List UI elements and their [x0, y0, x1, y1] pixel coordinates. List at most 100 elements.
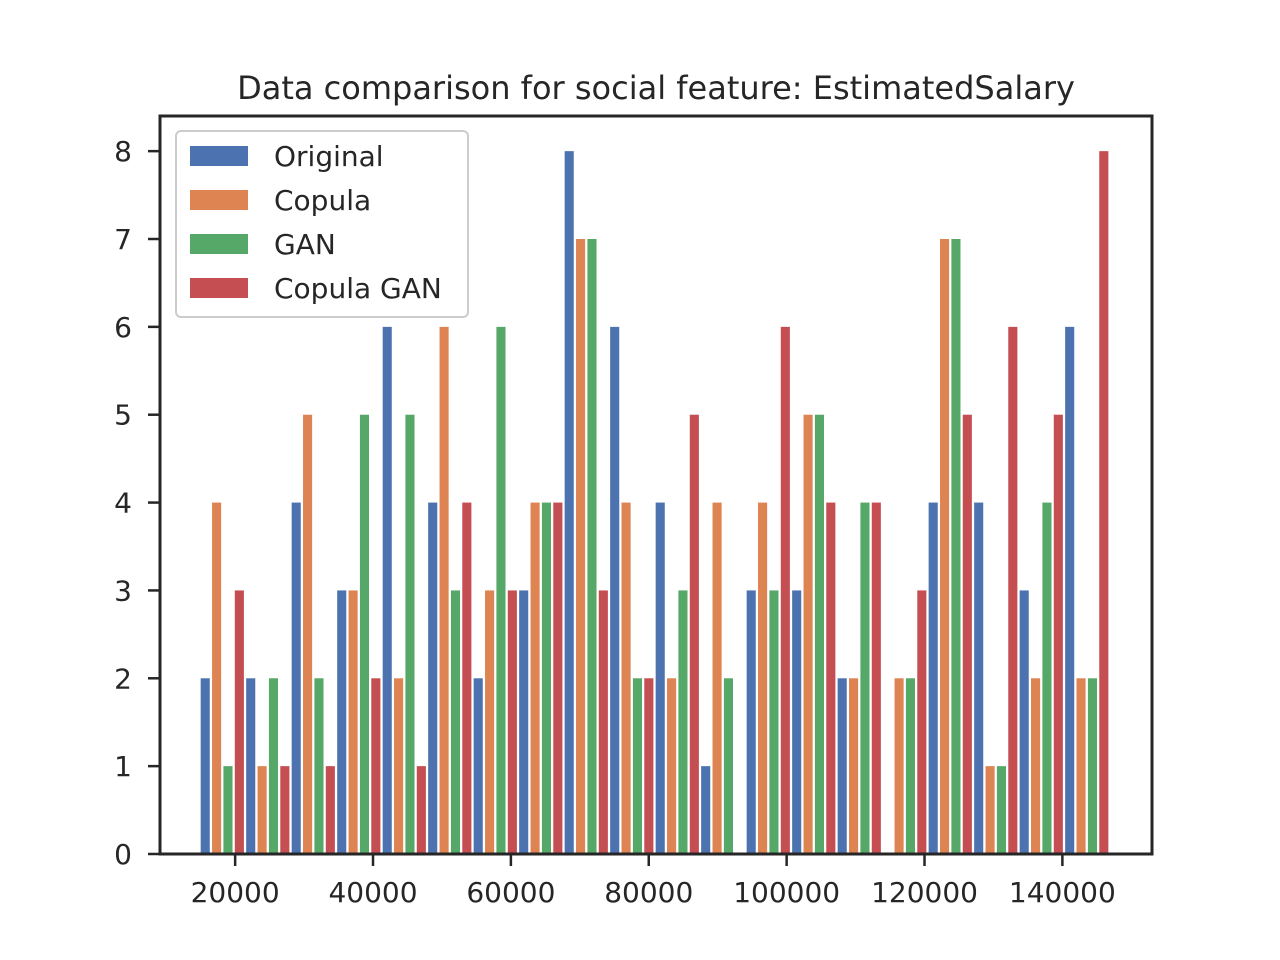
y-tick-label: 5	[114, 399, 132, 432]
bar-gan-9	[632, 678, 643, 854]
bar-gan-16	[951, 239, 961, 854]
bar-gan-8	[587, 239, 597, 854]
x-axis: 20000 40000 60000 80000 100000 120000 140000	[191, 854, 1116, 909]
bar-gan-11	[723, 678, 733, 854]
bar-copula-gan-2	[325, 766, 335, 854]
bar-copula-11	[712, 502, 722, 854]
legend-label-original: Original	[274, 140, 384, 173]
bar-copula-gan-10	[689, 414, 699, 854]
bar-copula-gan-19	[1099, 151, 1109, 854]
y-tick-label: 0	[114, 838, 132, 871]
x-tick-label: 80000	[604, 876, 693, 909]
bar-copula-19	[1076, 678, 1086, 854]
bar-gan-18	[1042, 502, 1052, 854]
bar-gan-13	[814, 414, 824, 854]
bar-original-7	[519, 590, 529, 854]
bar-original-1	[246, 678, 256, 854]
bar-original-17	[974, 502, 984, 854]
bar-original-19	[1065, 326, 1075, 854]
bar-copula-3	[348, 590, 358, 854]
bar-original-13	[792, 590, 802, 854]
y-tick-label: 3	[114, 574, 132, 607]
bar-copula-14	[849, 678, 859, 854]
bar-copula-gan-15	[917, 590, 927, 854]
bar-original-11	[701, 766, 711, 854]
x-tick-label: 120000	[871, 876, 978, 909]
bar-copula-16	[940, 239, 950, 854]
bar-copula-15	[894, 678, 904, 854]
bar-copula-gan-6	[507, 590, 517, 854]
bars-layer	[200, 151, 1109, 854]
bar-copula-9	[621, 502, 631, 854]
bar-gan-7	[541, 502, 552, 854]
bar-gan-5	[450, 590, 461, 854]
bar-gan-14	[860, 502, 870, 854]
bar-gan-2	[314, 678, 324, 854]
bar-copula-13	[803, 414, 813, 854]
y-tick-label: 7	[114, 223, 132, 256]
plot-frame	[158, 114, 1154, 856]
bar-original-14	[837, 678, 847, 854]
bar-gan-17	[996, 766, 1006, 854]
x-tick-label: 100000	[733, 876, 840, 909]
bar-copula-gan-5	[462, 502, 472, 854]
bar-original-5	[428, 502, 438, 854]
x-tick-label: 40000	[328, 876, 417, 909]
bar-copula-gan-3	[371, 678, 381, 854]
bar-copula-gan-14	[871, 502, 881, 854]
bar-original-9	[610, 326, 620, 854]
bar-copula-6	[485, 590, 495, 854]
bar-copula-gan-9	[644, 678, 654, 854]
legend-label-copula: Copula	[274, 184, 371, 217]
bar-original-3	[337, 590, 347, 854]
bar-gan-6	[496, 326, 506, 854]
bar-copula-gan-0	[234, 590, 244, 854]
bar-original-0	[200, 678, 210, 854]
legend-swatch-gan	[190, 234, 248, 254]
y-tick-label: 1	[114, 750, 132, 783]
chart-title: Data comparison for social feature: Esti…	[237, 69, 1075, 107]
bar-gan-12	[769, 590, 779, 854]
bar-copula-gan-17	[1008, 326, 1018, 854]
y-tick-label: 8	[114, 135, 132, 168]
legend-label-copula-gan: Copula GAN	[274, 272, 442, 305]
bar-copula-2	[303, 414, 313, 854]
bar-copula-gan-8	[598, 590, 608, 854]
bar-copula-0	[212, 502, 222, 854]
bar-gan-19	[1087, 678, 1097, 854]
bar-original-12	[746, 590, 756, 854]
bar-copula-gan-18	[1053, 414, 1063, 854]
bar-copula-5	[439, 326, 449, 854]
bar-copula-18	[1031, 678, 1041, 854]
y-tick-label: 4	[114, 487, 132, 520]
legend-frame	[175, 130, 469, 318]
bar-original-10	[655, 502, 665, 854]
x-tick-label: 140000	[1009, 876, 1116, 909]
bar-copula-8	[576, 239, 586, 854]
bar-copula-gan-13	[826, 502, 836, 854]
legend: Original Copula GAN Copula GAN	[175, 130, 469, 318]
bar-copula-gan-7	[553, 502, 563, 854]
bar-original-6	[473, 678, 483, 854]
bar-copula-10	[667, 678, 677, 854]
bar-copula-4	[394, 678, 404, 854]
bar-original-2	[291, 502, 301, 854]
bar-copula-1	[257, 766, 267, 854]
bar-original-18	[1019, 590, 1029, 854]
bar-copula-gan-12	[780, 326, 790, 854]
bar-gan-4	[405, 414, 415, 854]
legend-swatch-original	[190, 146, 248, 166]
y-tick-label: 2	[114, 662, 132, 695]
x-tick-label: 20000	[191, 876, 280, 909]
bar-copula-gan-16	[962, 414, 972, 854]
bar-copula-12	[758, 502, 768, 854]
bar-copula-7	[530, 502, 540, 854]
bar-copula-gan-1	[280, 766, 290, 854]
legend-label-gan: GAN	[274, 228, 336, 261]
bar-gan-15	[905, 678, 915, 854]
bar-gan-10	[678, 590, 688, 854]
bar-copula-17	[985, 766, 995, 854]
y-tick-label: 6	[114, 311, 132, 344]
bar-original-8	[564, 151, 574, 854]
